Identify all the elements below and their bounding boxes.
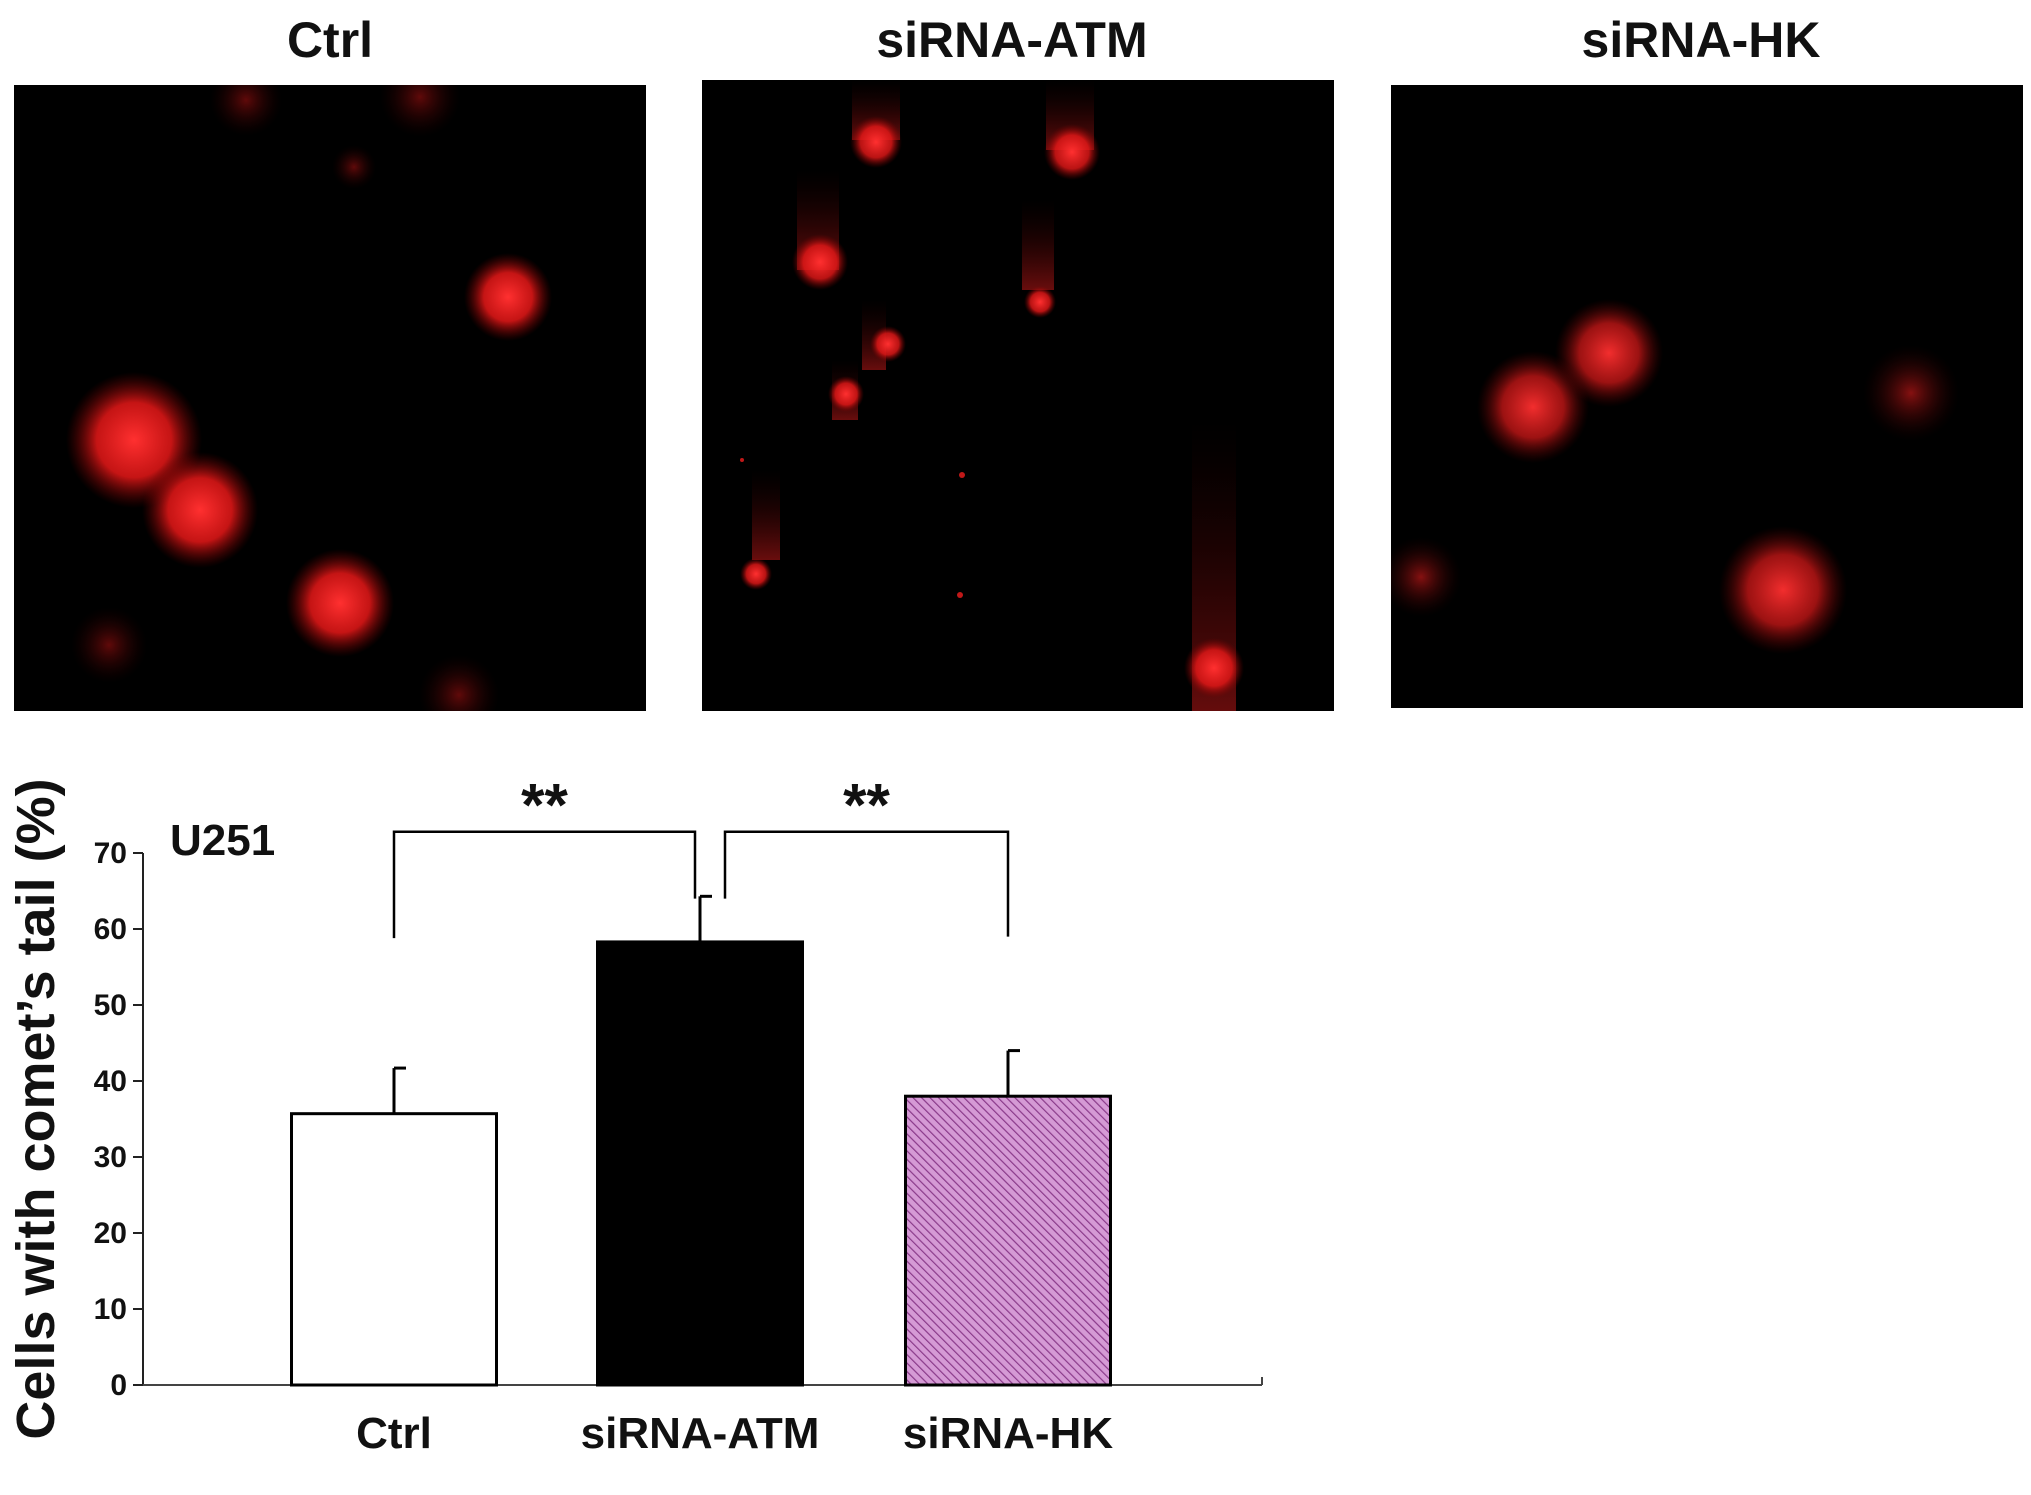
panel-title-sirna-atm: siRNA-ATM — [876, 12, 1148, 68]
y-tick-label: 40 — [94, 1065, 127, 1098]
nucleus — [210, 85, 282, 136]
micrograph-sirna-hk — [1391, 85, 2023, 708]
bar-ctrl — [290, 1112, 498, 1387]
y-axis-label: Cells with comet’s tail (%) — [6, 778, 66, 1439]
annotation-label: U251 — [170, 816, 275, 865]
comet-head — [828, 376, 864, 412]
x-tick-label: siRNA-ATM — [581, 1409, 820, 1458]
significance-bracket — [392, 830, 697, 939]
comet-head — [1044, 124, 1100, 180]
comet-head — [1184, 638, 1244, 698]
y-tick-label: 10 — [94, 1293, 127, 1326]
y-tick-label: 70 — [94, 837, 127, 870]
nucleus — [1477, 351, 1589, 463]
y-tick-label: 30 — [94, 1141, 127, 1174]
y-tick-label: 50 — [94, 989, 127, 1022]
panel-title-sirna-hk: siRNA-HK — [1581, 12, 1821, 68]
micrograph-sirna-atm — [702, 80, 1334, 711]
y-tick-label: 20 — [94, 1217, 127, 1250]
bar-chart-svg: 0 10 20 30 40 50 60 70 ** ** Cells with comet’s … — [6, 772, 1263, 1458]
nucleus — [332, 145, 376, 189]
comet-head — [1024, 286, 1056, 318]
y-tick-label: 0 — [110, 1369, 127, 1402]
nucleus — [71, 607, 147, 683]
bar-sirna-atm — [596, 940, 804, 1387]
nucleus — [1719, 526, 1847, 654]
comet-head — [870, 326, 906, 362]
nucleus — [1391, 537, 1461, 617]
comet-head — [850, 116, 902, 168]
bar-chart: 0 10 20 30 40 50 60 70 ** ** Cells with comet’s … — [0, 720, 1300, 1495]
bar-sirna-hk — [904, 1094, 1112, 1387]
micrograph-ctrl — [14, 85, 646, 711]
x-tick-label: siRNA-HK — [903, 1409, 1113, 1458]
nucleus — [419, 655, 499, 711]
y-tick-label: 60 — [94, 913, 127, 946]
comet-head — [792, 234, 848, 290]
nucleus — [286, 549, 394, 657]
nucleus — [1555, 299, 1663, 407]
nucleus — [142, 452, 258, 568]
nucleus — [464, 253, 552, 341]
x-tick-label: Ctrl — [356, 1409, 432, 1458]
significance-label: ** — [521, 772, 568, 839]
significance-label: ** — [843, 772, 890, 839]
panel-title-ctrl: Ctrl — [286, 12, 374, 68]
nucleus — [380, 85, 460, 137]
comet-head — [740, 558, 772, 590]
nucleus — [1863, 345, 1959, 441]
significance-bracket — [723, 830, 1010, 937]
